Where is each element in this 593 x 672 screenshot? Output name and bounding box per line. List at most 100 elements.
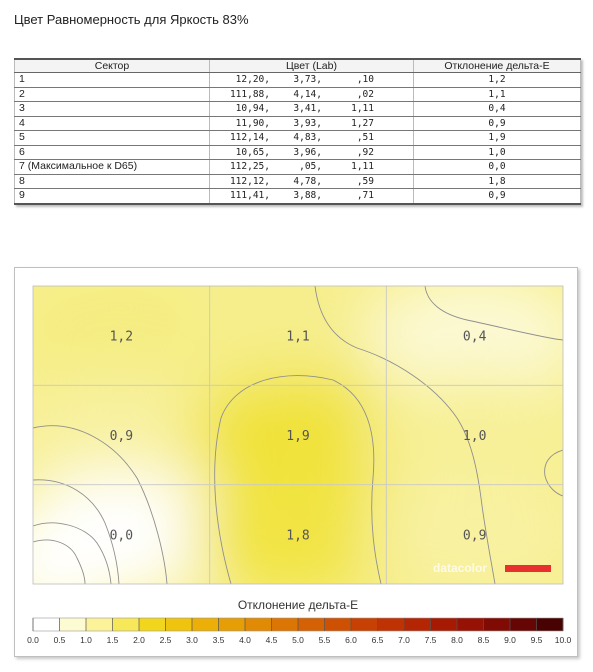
lab-a: 3,93, bbox=[293, 117, 322, 129]
delta-e-cell: 0,4 bbox=[413, 101, 581, 117]
uniformity-heatmap: 1,2 1,1 0,4 0,9 1,9 1,0 0,0 1,8 0,9 datacolor От… bbox=[27, 285, 572, 645]
delta-e-cell: 0,9 bbox=[413, 116, 581, 131]
scale-tick-label: 4.0 bbox=[239, 635, 251, 645]
legend-title: Отклонение дельта-E bbox=[238, 598, 358, 612]
sector-value-label: 0,0 bbox=[110, 528, 133, 543]
table-row: 3 10,94, 3,41, 1,11 0,4 bbox=[14, 101, 581, 117]
table-row: 9 111,41, 3,88, ,71 0,9 bbox=[14, 188, 581, 205]
delta-e-cell: 1,0 bbox=[413, 145, 581, 160]
scale-tick-label: 2.0 bbox=[133, 635, 145, 645]
lab-cell: 112,12, 4,78, ,59 bbox=[209, 174, 414, 189]
lab-cell: 10,65, 3,96, ,92 bbox=[209, 145, 414, 160]
lab-cell: 111,88, 4,14, ,02 bbox=[209, 87, 414, 102]
table-row: 2 111,88, 4,14, ,02 1,1 bbox=[14, 87, 581, 102]
lab-l: 11,90, bbox=[235, 117, 270, 129]
lab-b: ,59 bbox=[356, 175, 374, 187]
lab-cell: 10,94, 3,41, 1,11 bbox=[209, 101, 414, 117]
scale-swatch bbox=[245, 618, 272, 631]
delta-e-cell: 0,0 bbox=[413, 159, 581, 175]
table-row: 1 12,20, 3,73, ,10 1,2 bbox=[14, 72, 581, 88]
header-lab: Цвет (Lab) bbox=[209, 58, 414, 73]
heatmap-sector-shade bbox=[365, 373, 563, 497]
scale-tick-label: 1.5 bbox=[107, 635, 119, 645]
scale-tick-label: 6.5 bbox=[372, 635, 384, 645]
scale-tick-label: 3.0 bbox=[186, 635, 198, 645]
lab-b: ,92 bbox=[356, 146, 374, 158]
scale-swatch bbox=[430, 618, 458, 631]
scale-swatch bbox=[351, 618, 378, 631]
uniformity-chart-frame: 1,2 1,1 0,4 0,9 1,9 1,0 0,0 1,8 0,9 datacolor От… bbox=[14, 267, 578, 657]
lab-l: 12,20, bbox=[235, 74, 270, 86]
sector-cell: 3 bbox=[14, 101, 210, 117]
lab-cell: 112,25, ,05, 1,11 bbox=[209, 159, 414, 175]
lab-l: 10,65, bbox=[235, 146, 270, 158]
table-row: 6 10,65, 3,96, ,92 1,0 bbox=[14, 145, 581, 160]
lab-a: 4,78, bbox=[293, 175, 322, 187]
scale-swatch bbox=[271, 618, 299, 631]
lab-a: 3,88, bbox=[293, 190, 322, 202]
scale-tick-label: 5.0 bbox=[292, 635, 304, 645]
lab-cell: 111,41, 3,88, ,71 bbox=[209, 188, 414, 205]
scale-tick-label: 7.5 bbox=[425, 635, 437, 645]
delta-e-cell: 0,9 bbox=[413, 188, 581, 205]
sector-cell: 8 bbox=[14, 174, 210, 189]
lab-cell: 12,20, 3,73, ,10 bbox=[209, 72, 414, 88]
brand-bar bbox=[505, 565, 551, 572]
scale-swatch bbox=[377, 618, 405, 631]
scale-tick-label: 5.5 bbox=[319, 635, 331, 645]
scale-tick-label: 8.5 bbox=[478, 635, 490, 645]
scale-swatch bbox=[536, 618, 564, 631]
table-header-row: Сектор Цвет (Lab) Отклонение дельта-E bbox=[14, 58, 581, 73]
scale-tick-label: 8.0 bbox=[451, 635, 463, 645]
scale-tick-label: 0.5 bbox=[54, 635, 66, 645]
scale-swatch bbox=[324, 618, 352, 631]
scale-tick-label: 9.5 bbox=[531, 635, 543, 645]
scale-swatch bbox=[59, 618, 87, 631]
plot-border bbox=[32, 285, 564, 585]
sector-value-label: 0,9 bbox=[463, 528, 486, 543]
sector-value-label: 1,2 bbox=[110, 330, 133, 345]
scale-tick-label: 4.5 bbox=[266, 635, 278, 645]
sector-value-label: 1,0 bbox=[463, 429, 486, 444]
header-sector: Сектор bbox=[14, 58, 210, 73]
heatmap-sector-shade bbox=[188, 373, 408, 497]
heatmap-min-highlight bbox=[33, 509, 127, 584]
lab-a: 4,83, bbox=[293, 132, 322, 144]
header-delta-e: Отклонение дельта-E bbox=[413, 58, 581, 73]
lab-b: ,10 bbox=[356, 74, 374, 86]
datacolor-watermark: datacolor bbox=[433, 561, 487, 575]
sector-cell: 2 bbox=[14, 87, 210, 102]
heatmap-sector-shade bbox=[188, 286, 408, 398]
delta-e-cell: 1,2 bbox=[413, 72, 581, 88]
sector-cell: 1 bbox=[14, 72, 210, 88]
table-row: 4 11,90, 3,93, 1,27 0,9 bbox=[14, 116, 581, 131]
scale-tick-label: 1.0 bbox=[80, 635, 92, 645]
scale-swatch bbox=[192, 618, 219, 631]
contour-line bbox=[33, 539, 86, 584]
scale-swatch bbox=[33, 618, 60, 631]
sector-grid bbox=[33, 286, 563, 584]
lab-a: 4,14, bbox=[293, 88, 322, 100]
table-row: 7 (Максимальное к D65) 112,25, ,05, 1,11 0… bbox=[14, 159, 581, 175]
scale-swatch bbox=[298, 618, 325, 631]
contour-line bbox=[33, 425, 168, 584]
lab-l: 10,94, bbox=[235, 103, 270, 115]
scale-tick-label: 2.5 bbox=[160, 635, 172, 645]
lab-l: 111,88, bbox=[229, 88, 270, 100]
heatmap-sector-shade bbox=[365, 286, 563, 398]
table-row: 5 112,14, 4,83, ,51 1,9 bbox=[14, 130, 581, 146]
sector-cell: 4 bbox=[14, 116, 210, 131]
lab-b: ,51 bbox=[356, 132, 374, 144]
scale-swatch bbox=[218, 618, 246, 631]
sector-value-label: 0,9 bbox=[110, 429, 133, 444]
lab-a: 3,96, bbox=[293, 146, 322, 158]
heatmap-sector-shade bbox=[33, 373, 231, 497]
lab-b: 1,27 bbox=[351, 117, 374, 129]
scale-swatch bbox=[86, 618, 113, 631]
scale-tick-label: 9.0 bbox=[504, 635, 516, 645]
lab-b: ,02 bbox=[356, 88, 374, 100]
page-title: Цвет Равномерность для Яркость 83% bbox=[14, 12, 249, 27]
table-row: 8 112,12, 4,78, ,59 1,8 bbox=[14, 174, 581, 189]
delta-e-cell: 1,9 bbox=[413, 130, 581, 146]
sector-value-label: 1,1 bbox=[286, 330, 309, 345]
